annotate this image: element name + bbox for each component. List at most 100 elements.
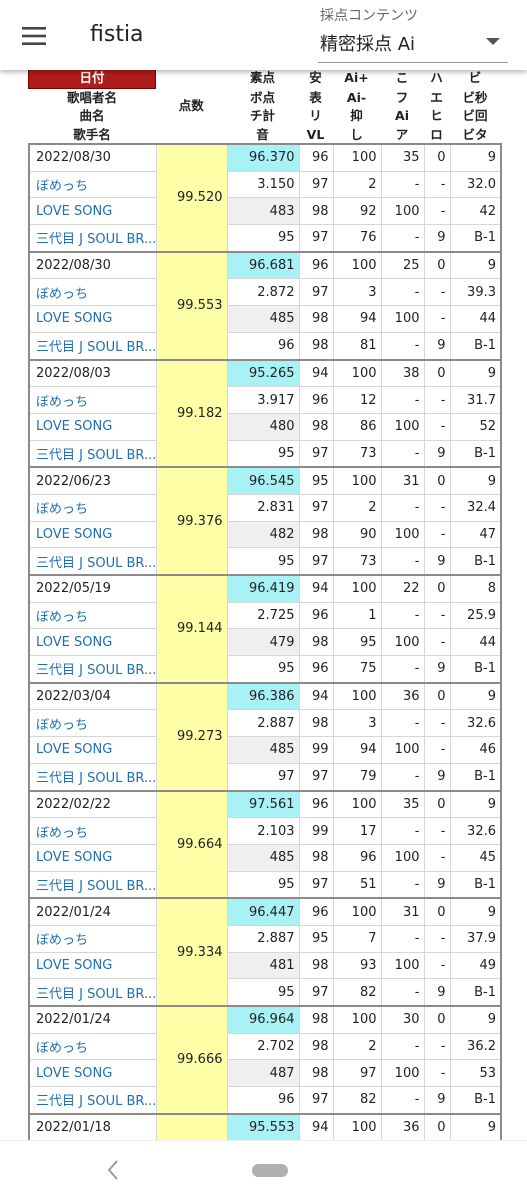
value-cell: 9 — [423, 547, 451, 576]
value-cell: 487 — [226, 1059, 300, 1088]
value-cell: 52 — [449, 412, 502, 441]
back-button[interactable] — [106, 1159, 120, 1181]
value-cell: B-1 — [449, 439, 502, 468]
record-row: 2022/01/24 99.334 96.447 96 100 31 0 9 — [28, 897, 502, 1007]
value-cell: 97 — [298, 547, 334, 576]
record-row: 2022/01/18 95.553 94 100 36 0 9 — [28, 1113, 502, 1142]
singer-cell[interactable]: ぼめっち — [28, 817, 157, 845]
singer-cell[interactable]: ぼめっち — [28, 924, 157, 953]
song-cell[interactable]: LOVE SONG — [28, 520, 157, 549]
value-cell: 100 — [380, 197, 425, 226]
value-cell: - — [380, 547, 425, 576]
artist-cell[interactable]: 三代目 J SOUL BR... — [28, 1086, 157, 1115]
artist-cell[interactable]: 三代目 J SOUL BR... — [28, 655, 157, 684]
singer-cell[interactable]: ぼめっち — [28, 278, 157, 307]
value-cell: - — [380, 331, 425, 361]
artist-cell[interactable]: 三代目 J SOUL BR... — [28, 547, 157, 576]
song-cell[interactable]: LOVE SONG — [28, 951, 157, 980]
menu-icon[interactable] — [22, 26, 48, 46]
artist-cell[interactable]: 三代目 J SOUL BR... — [28, 762, 157, 792]
record-row: 三代目 J SOUL BR... 95 97 76-9 B-1 — [28, 224, 502, 253]
header-cell: リ — [309, 108, 322, 124]
singer-cell[interactable]: ぼめっち — [28, 709, 157, 738]
value-cell: 95 — [332, 628, 382, 657]
header-cell: 曲名 — [79, 108, 105, 124]
value-cell: - — [423, 601, 451, 630]
singer-cell[interactable]: ぼめっち — [28, 170, 157, 199]
value-cell: - — [423, 736, 451, 764]
value-cell: 100 — [380, 520, 425, 549]
artist-cell[interactable]: 三代目 J SOUL BR... — [28, 439, 157, 468]
artist-cell[interactable]: 三代目 J SOUL BR... — [28, 331, 157, 361]
value-cell: 479 — [226, 628, 300, 657]
header-cell: 安 — [309, 70, 322, 86]
record-row: LOVE SONG 487 98 97 100-53 — [28, 1059, 502, 1088]
song-cell[interactable]: LOVE SONG — [28, 305, 157, 333]
date-cell: 2022/08/30 — [28, 251, 157, 280]
value-cell: 73 — [332, 547, 382, 576]
value-cell: 82 — [332, 1086, 382, 1115]
artist-cell[interactable]: 三代目 J SOUL BR... — [28, 870, 157, 899]
value-cell: 100 — [332, 466, 382, 495]
record: 2022/05/19 99.144 96.419 94 100 22 0 8 ぼめっち 2.725… — [28, 574, 502, 684]
value-cell: - — [380, 870, 425, 899]
singer-cell[interactable]: ぼめっち — [28, 493, 157, 522]
song-cell[interactable]: LOVE SONG — [28, 1059, 157, 1088]
value-cell: 96 — [298, 143, 334, 172]
value-cell: B-1 — [449, 762, 502, 792]
score-table: 2022/08/30 99.520 96.370 96 100 35 0 9 ぼめっち 3.150… — [28, 143, 502, 1142]
dropdown-arrow[interactable] — [486, 38, 500, 46]
value-cell: 100 — [332, 251, 382, 280]
value-cell: 94 — [298, 682, 334, 711]
value-cell: 51 — [332, 870, 382, 899]
value-cell: 17 — [332, 817, 382, 845]
value-cell: 2.103 — [226, 817, 300, 845]
value-cell: - — [423, 817, 451, 845]
song-cell[interactable]: LOVE SONG — [28, 628, 157, 657]
singer-cell[interactable]: ぼめっち — [28, 601, 157, 630]
value-cell: 96 — [332, 843, 382, 872]
value-cell: 2.887 — [226, 924, 300, 953]
artist-cell[interactable]: 三代目 J SOUL BR... — [28, 978, 157, 1007]
value-cell: 9 — [423, 224, 451, 253]
singer-cell[interactable]: ぼめっち — [28, 1032, 157, 1061]
song-cell[interactable]: LOVE SONG — [28, 843, 157, 872]
score-cell: 99.553 — [155, 251, 228, 360]
value-cell: - — [380, 1086, 425, 1115]
value-cell: 98 — [298, 951, 334, 980]
singer-cell[interactable]: ぼめっち — [28, 386, 157, 414]
header-cell: ボ点 — [249, 89, 275, 105]
value-cell: 9 — [423, 762, 451, 792]
song-cell[interactable]: LOVE SONG — [28, 197, 157, 226]
value-cell: - — [380, 601, 425, 630]
value-cell: 98 — [298, 520, 334, 549]
value-cell: 12 — [332, 386, 382, 414]
header-cell: し — [350, 126, 363, 142]
value-cell: 95.265 — [226, 358, 300, 388]
home-button[interactable] — [252, 1164, 288, 1177]
value-cell: 98 — [298, 412, 334, 441]
value-cell: 97 — [298, 762, 334, 792]
date-cell: 2022/01/18 — [28, 1113, 157, 1142]
value-cell: 96.419 — [226, 574, 300, 603]
song-cell[interactable]: LOVE SONG — [28, 412, 157, 441]
value-cell: 98 — [298, 1059, 334, 1088]
value-cell: B-1 — [449, 224, 502, 253]
app-title: fistia — [90, 22, 144, 47]
value-cell: 485 — [226, 305, 300, 333]
artist-cell[interactable]: 三代目 J SOUL BR... — [28, 224, 157, 253]
value-cell: 9 — [449, 682, 502, 711]
song-cell[interactable]: LOVE SONG — [28, 736, 157, 764]
value-cell: 0 — [423, 574, 451, 603]
value-cell: 100 — [332, 682, 382, 711]
value-cell: 92 — [332, 197, 382, 226]
value-cell: 0 — [423, 897, 451, 926]
value-cell: 95 — [226, 547, 300, 576]
value-cell: 100 — [380, 305, 425, 333]
header-cell: ビ — [468, 70, 482, 86]
record: 2022/08/30 99.553 96.681 96 100 25 0 9 ぼめっち 2.872… — [28, 251, 502, 361]
value-cell: 79 — [332, 762, 382, 792]
content-select[interactable]: 精密採点 Ai — [320, 34, 416, 55]
value-cell: 97 — [298, 978, 334, 1007]
header-cell: 点数 — [178, 98, 204, 114]
